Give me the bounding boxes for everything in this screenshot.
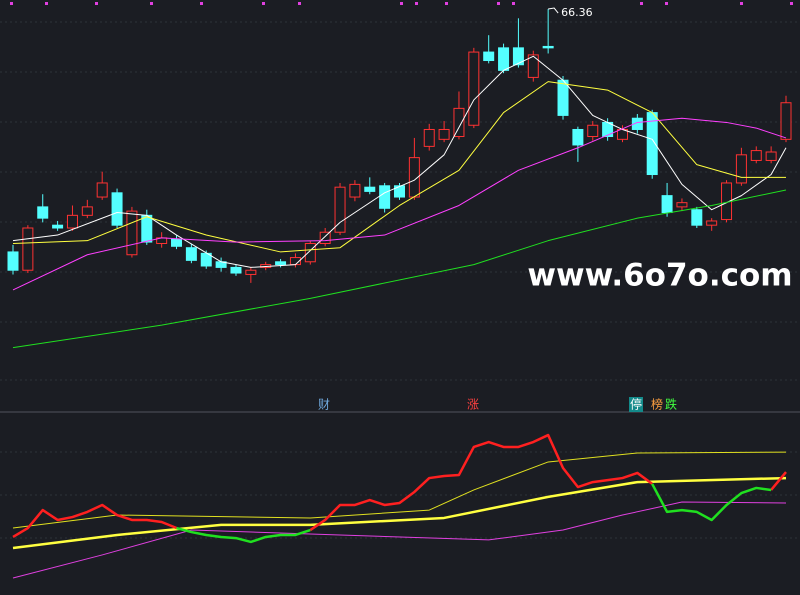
- candle-body: [423, 128, 435, 147]
- line: [12, 503, 177, 539]
- candle-body: [676, 202, 688, 208]
- candle-body: [364, 186, 376, 192]
- candle-body: [81, 206, 93, 216]
- candle-body: [111, 192, 123, 226]
- candle-body: [334, 186, 346, 233]
- candle-body: [527, 54, 539, 78]
- candle-body: [483, 51, 495, 62]
- line: [176, 526, 311, 544]
- signal-label: 停: [630, 397, 642, 412]
- candle-body: [171, 238, 183, 247]
- candle-body: [468, 51, 480, 126]
- candle-body: [230, 266, 242, 274]
- line: [12, 476, 787, 550]
- candle-body: [185, 247, 197, 261]
- grid: [0, 21, 800, 539]
- candle-body: [631, 117, 643, 130]
- candle-body: [661, 195, 673, 214]
- line: [12, 55, 787, 268]
- candle-body: [735, 154, 747, 184]
- candle-body: [706, 220, 718, 226]
- candle-body: [66, 214, 78, 229]
- candle-body: [22, 227, 34, 271]
- candle-body: [319, 231, 331, 244]
- candle-body: [126, 210, 138, 256]
- candle-body: [557, 79, 569, 116]
- top-dots: [10, 2, 793, 5]
- line: [12, 117, 787, 291]
- line: [309, 433, 653, 532]
- label-box: [629, 397, 643, 412]
- candle-body: [52, 224, 64, 229]
- line: [12, 451, 787, 529]
- candle-body: [453, 107, 465, 138]
- candle-body: [275, 261, 287, 266]
- candle-body: [37, 206, 49, 219]
- high-leader: [548, 7, 559, 14]
- signal-label: 涨: [467, 397, 479, 412]
- candle-body: [379, 185, 391, 209]
- candle-body: [587, 124, 599, 138]
- line: [770, 471, 787, 491]
- candle-body: [7, 251, 19, 271]
- watermark: www.6o7o.com: [527, 258, 792, 294]
- candle-body: [542, 45, 554, 49]
- candle-body: [245, 269, 257, 275]
- line: [12, 81, 786, 253]
- line: [12, 189, 787, 349]
- candle-body: [512, 47, 524, 66]
- candle-body: [141, 214, 153, 243]
- high-label: 66.36: [561, 6, 593, 19]
- line: [651, 483, 772, 522]
- candle-body: [96, 182, 108, 198]
- signal-label: 榜: [651, 397, 663, 412]
- candle-body: [750, 150, 762, 161]
- candle-body: [304, 242, 316, 263]
- candle-body: [498, 47, 510, 71]
- candle-body: [780, 102, 792, 140]
- signal-label: 跌: [665, 397, 677, 412]
- candle-body: [438, 128, 450, 140]
- candle-body: [572, 128, 584, 146]
- candle-body: [646, 112, 658, 176]
- candle-body: [394, 185, 405, 198]
- candle-body: [691, 209, 703, 226]
- candle-body: [765, 151, 777, 161]
- line: [12, 501, 787, 579]
- candle-body: [349, 183, 361, 198]
- signal-label: 财: [318, 398, 330, 412]
